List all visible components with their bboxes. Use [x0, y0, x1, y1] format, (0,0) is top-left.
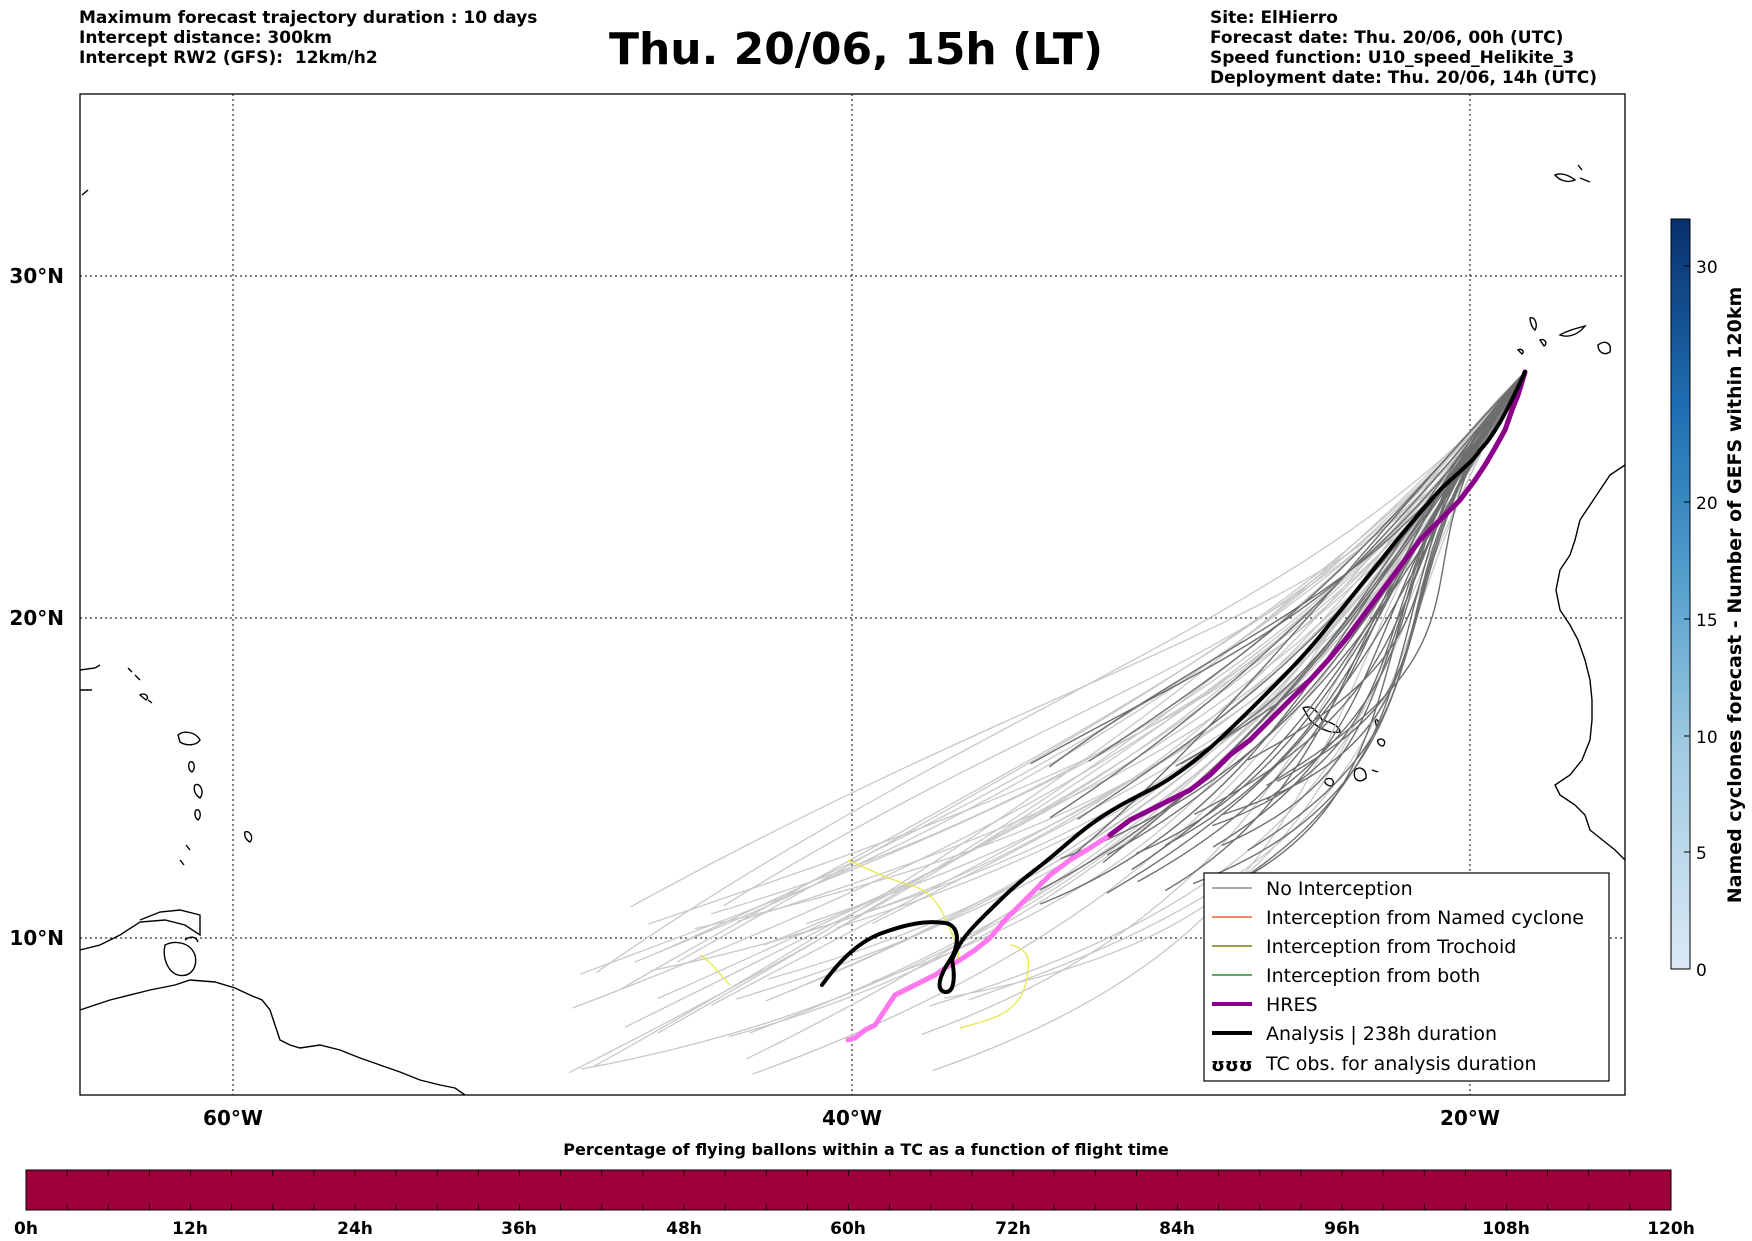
africa-coast	[1554, 464, 1625, 861]
bottom-tick-120h: 120h	[1647, 1219, 1695, 1239]
colorbar-right-bar	[1670, 218, 1691, 970]
virgin-islands	[127, 667, 153, 704]
cape-verde-santiago	[1353, 767, 1367, 782]
bottom-tick-108h: 108h	[1482, 1219, 1530, 1239]
analysis-track	[820, 370, 1527, 994]
bottom-tick-12h: 12h	[172, 1219, 208, 1239]
lon-label-40w: 40°W	[822, 1106, 882, 1130]
axis-labels: 30°N 20°N 10°N 60°W 40°W 20°W	[9, 264, 1500, 1130]
legend: ʊʊʊ No Interception Interception from Na…	[1203, 872, 1610, 1082]
venezuela-coast	[80, 909, 201, 951]
bottom-tick-60h: 60h	[830, 1219, 866, 1239]
bottom-tick-96h: 96h	[1324, 1219, 1360, 1239]
yellow-fragment-2	[699, 954, 731, 986]
colorbar-bottom-title: Percentage of flying ballons within a TC…	[563, 1140, 1169, 1159]
legend-label-tc-obs: TC obs. for analysis duration	[1265, 1053, 1537, 1075]
legend-symbol-tc-obs: ʊʊʊ	[1211, 1055, 1253, 1076]
south-america-coast	[80, 979, 466, 1095]
legend-label-both: Interception from both	[1266, 965, 1480, 987]
lon-label-20w: 20°W	[1440, 1106, 1500, 1130]
legend-label-no-interception: No Interception	[1266, 878, 1413, 900]
legend-box	[1203, 872, 1610, 1082]
bottom-tick-84h: 84h	[1159, 1219, 1195, 1239]
dominica-island	[187, 761, 195, 773]
graticule	[80, 94, 1625, 1095]
el-hierro-island	[1516, 348, 1524, 355]
colorbar-bottom-minor-ticks	[66, 1170, 1631, 1210]
bottom-tick-0h: 0h	[14, 1219, 38, 1239]
tenerife-island	[1558, 324, 1587, 337]
gomera-island	[1538, 338, 1547, 347]
info-left-line-1: Maximum forecast trajectory duration : 1…	[79, 8, 538, 28]
info-right-line-3: Speed function: U10_speed_Helikite_3	[1210, 48, 1575, 68]
trajectory-line	[1137, 371, 1526, 883]
trajectory-line	[1102, 371, 1526, 864]
info-right-line-1: Site: ElHierro	[1210, 8, 1338, 28]
la-palma-island	[1529, 317, 1537, 331]
legend-label-analysis: Analysis | 238h duration	[1266, 1023, 1497, 1045]
legend-label-named-cyclone: Interception from Named cyclone	[1266, 907, 1584, 929]
barbados-island	[244, 831, 253, 843]
trajectory-line	[1060, 371, 1526, 860]
trajectory-line	[1193, 371, 1526, 816]
colorbar-tick-15: 15	[1696, 611, 1718, 631]
trajectory-line	[595, 371, 1526, 974]
info-right-line-4: Deployment date: Thu. 20/06, 14h (UTC)	[1210, 68, 1597, 88]
colorbar-tick-20: 20	[1696, 494, 1718, 514]
legend-label-trochoid: Interception from Trochoid	[1266, 936, 1516, 958]
colorbar-bottom: Percentage of flying ballons within a TC…	[14, 1140, 1695, 1239]
yellow-fragment-3	[959, 944, 1030, 1029]
colorbar-right-label: Named cyclones forecast - Number of GEFS…	[1724, 287, 1746, 904]
trajectory-line	[1164, 371, 1526, 847]
colorbar-tick-10: 10	[1696, 728, 1718, 748]
lat-label-10n: 10°N	[9, 926, 64, 950]
tobago-island	[184, 936, 199, 943]
colorbar-bottom-bar	[25, 1169, 1672, 1211]
page-title: Thu. 20/06, 15h (LT)	[0, 24, 1752, 76]
lesser-antilles-north	[80, 664, 101, 691]
lat-label-30n: 30°N	[9, 264, 64, 288]
trajectory-line	[871, 371, 1526, 983]
trajectory-line	[1088, 371, 1526, 762]
info-left-line-2: Intercept distance: 300km	[79, 28, 332, 48]
trinidad-island	[163, 941, 197, 977]
bermuda-island	[81, 189, 89, 196]
cape-verde-boavista	[1377, 738, 1386, 747]
trajectory-line	[805, 371, 1526, 925]
trajectory-line	[593, 371, 1526, 1068]
trajectory-line	[723, 371, 1526, 907]
gran-canaria-island	[1597, 341, 1612, 355]
trajectory-line	[1049, 371, 1526, 819]
grenadines-islands	[179, 844, 191, 866]
title-text: Thu. 20/06, 15h (LT)	[608, 24, 1104, 75]
lat-label-20n: 20°N	[9, 606, 64, 630]
trajectory-line	[657, 371, 1526, 1034]
st-lucia-island	[194, 809, 201, 821]
colorbar-tick-5: 5	[1696, 844, 1707, 864]
guadeloupe-island	[177, 731, 201, 746]
hres-track	[1107, 369, 1528, 838]
lon-label-60w: 60°W	[203, 1106, 263, 1130]
bottom-tick-24h: 24h	[337, 1219, 373, 1239]
trajectory-line	[1247, 371, 1526, 761]
bottom-tick-72h: 72h	[995, 1219, 1031, 1239]
colorbar-right: 0 5 10 15 20 30 Named cyclones forecast …	[1670, 218, 1746, 981]
info-right-line-2: Forecast date: Thu. 20/06, 00h (UTC)	[1210, 28, 1564, 48]
colorbar-tick-30: 30	[1696, 258, 1718, 278]
legend-label-hres: HRES	[1266, 994, 1318, 1016]
bottom-tick-48h: 48h	[666, 1219, 702, 1239]
cape-verde-maio	[1371, 769, 1379, 773]
madeira-islands	[1553, 164, 1591, 183]
bottom-tick-36h: 36h	[501, 1219, 537, 1239]
trajectory-line	[568, 371, 1526, 1074]
info-left-line-3: Intercept RW2 (GFS): 12km/h2	[79, 48, 378, 68]
martinique-island	[193, 783, 203, 799]
colorbar-tick-0: 0	[1696, 961, 1707, 981]
